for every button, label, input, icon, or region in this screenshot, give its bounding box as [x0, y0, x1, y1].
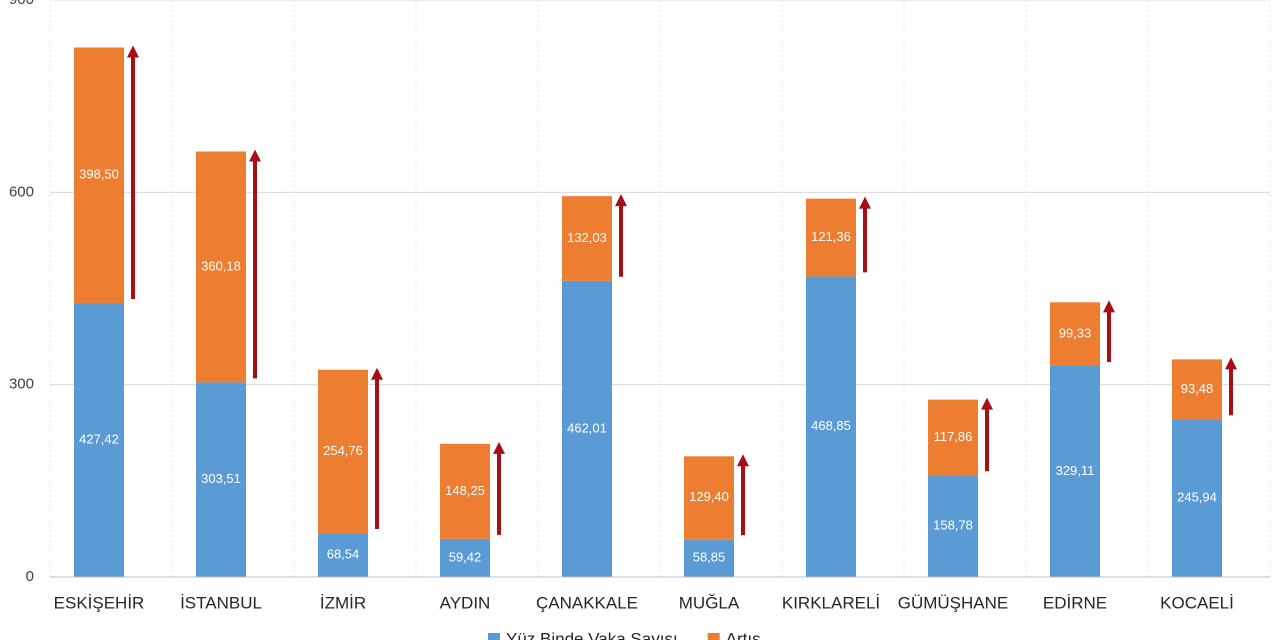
- legend-label: Yüz Binde Vaka Sayısı: [506, 629, 678, 640]
- bar-segment: [928, 399, 978, 476]
- x-tick-label: İZMİR: [320, 593, 366, 612]
- legend-swatch: [488, 633, 500, 640]
- y-tick-label: 900: [9, 0, 34, 8]
- bar-segment: [440, 538, 490, 577]
- bar-segment: [440, 443, 490, 539]
- arrow-head: [249, 149, 261, 162]
- value-label: 148,25: [445, 483, 485, 498]
- x-tick-label: KOCAELİ: [1160, 593, 1234, 612]
- bar-segment: [74, 302, 124, 577]
- value-label: 303,51: [201, 471, 241, 486]
- value-label: 158,78: [933, 518, 973, 533]
- bar-segment: [1050, 366, 1100, 577]
- value-label: 427,42: [79, 431, 119, 446]
- x-tick-label: GÜMÜŞHANE: [898, 593, 1009, 612]
- bar-segment: [1050, 302, 1100, 367]
- bar-segment: [74, 47, 124, 303]
- value-label: 329,11: [1056, 463, 1095, 478]
- value-label: 93,48: [1181, 381, 1214, 396]
- arrow-head: [127, 45, 139, 58]
- y-tick-label: 600: [9, 183, 34, 200]
- x-tick-label: MUĞLA: [679, 593, 740, 612]
- x-tick-label: ÇANAKKALE: [536, 593, 638, 612]
- bar-segment: [684, 539, 734, 577]
- value-label: 132,03: [567, 230, 607, 245]
- arrow-head: [493, 441, 505, 454]
- arrow-head: [737, 454, 749, 467]
- value-label: 462,01: [567, 420, 607, 435]
- value-label: 121,36: [811, 229, 851, 244]
- value-label: 58,85: [693, 550, 726, 565]
- y-tick-label: 0: [26, 568, 34, 585]
- bar-segment: [1172, 359, 1222, 420]
- value-label: 398,50: [79, 167, 119, 182]
- bar-segment: [196, 151, 246, 383]
- value-label: 117,86: [934, 429, 973, 444]
- bar-segment: [318, 369, 368, 534]
- bar-segment: [318, 533, 368, 577]
- y-tick-label: 300: [9, 376, 34, 393]
- value-label: 68,54: [327, 546, 360, 561]
- arrow-head: [1103, 300, 1115, 313]
- legend-swatch: [707, 633, 720, 640]
- legend-label: Artış: [726, 629, 761, 640]
- bar-segment: [562, 280, 612, 577]
- x-tick-label: AYDIN: [440, 593, 491, 612]
- arrow-head: [981, 397, 993, 410]
- value-label: 99,33: [1059, 326, 1092, 341]
- bar-segment: [928, 475, 978, 577]
- arrow-head: [615, 194, 627, 207]
- bar-segment: [806, 198, 856, 277]
- bar-segment: [1172, 419, 1222, 577]
- bar-segment: [684, 456, 734, 540]
- bar-segment: [806, 276, 856, 577]
- value-label: 468,85: [811, 418, 851, 433]
- value-label: 360,18: [201, 258, 241, 273]
- value-label: 245,94: [1177, 490, 1217, 505]
- arrow-head: [859, 196, 871, 209]
- x-tick-label: EDİRNE: [1043, 593, 1107, 612]
- x-tick-label: KIRKLARELİ: [782, 593, 880, 612]
- arrow-head: [371, 367, 383, 380]
- x-tick-label: ESKİŞEHİR: [54, 593, 145, 612]
- value-label: 59,42: [449, 549, 482, 564]
- bar-segment: [562, 196, 612, 281]
- value-label: 254,76: [323, 443, 363, 458]
- arrow-head: [1225, 357, 1237, 370]
- bar-segment: [196, 382, 246, 577]
- value-label: 129,40: [689, 489, 729, 504]
- x-tick-label: İSTANBUL: [180, 593, 262, 612]
